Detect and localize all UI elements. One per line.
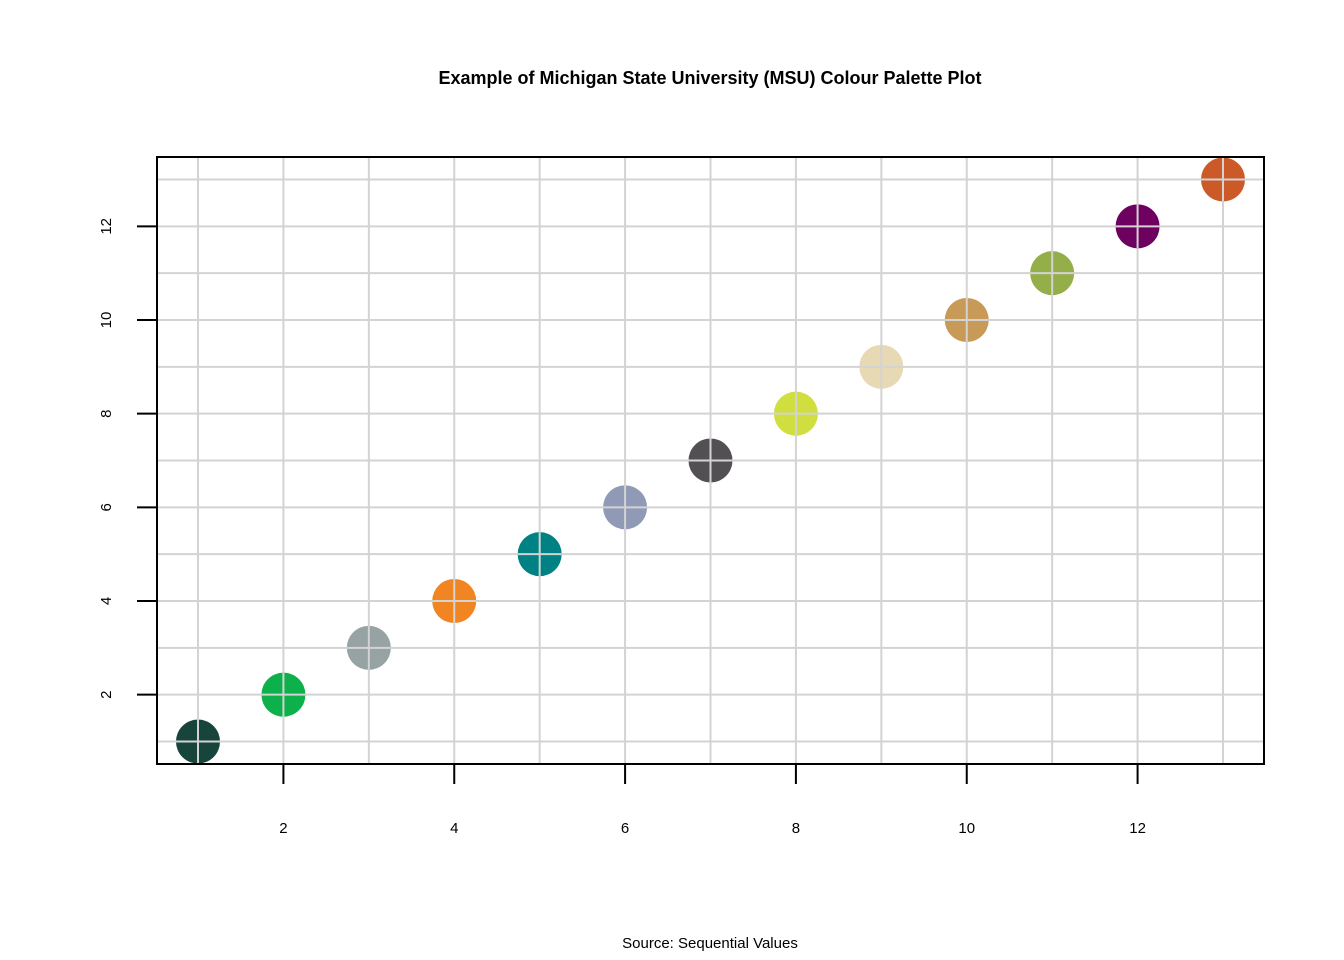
grid-lines [157,157,1264,764]
x-tick-label: 10 [958,820,975,837]
y-tick-label: 8 [98,409,115,417]
y-tick-label: 10 [98,312,115,329]
y-axis: 2 4 6 8 10 12 [98,218,157,699]
x-tick-label: 2 [279,820,287,837]
y-tick-label: 2 [98,691,115,699]
chart-title: Example of Michigan State University (MS… [438,68,981,88]
x-tick-label: 8 [792,820,800,837]
x-tick-label: 12 [1129,820,1146,837]
point-grid-overlay [176,157,1245,764]
y-tick-label: 4 [98,597,115,605]
y-tick-label: 6 [98,503,115,511]
plot-frame [156,156,1265,765]
x-tick-label: 6 [621,820,629,837]
chart-caption: Source: Sequential Values [622,935,798,952]
x-axis: 2 4 6 8 10 12 [279,764,1146,837]
y-tick-label: 12 [98,218,115,235]
x-tick-label: 4 [450,820,458,837]
